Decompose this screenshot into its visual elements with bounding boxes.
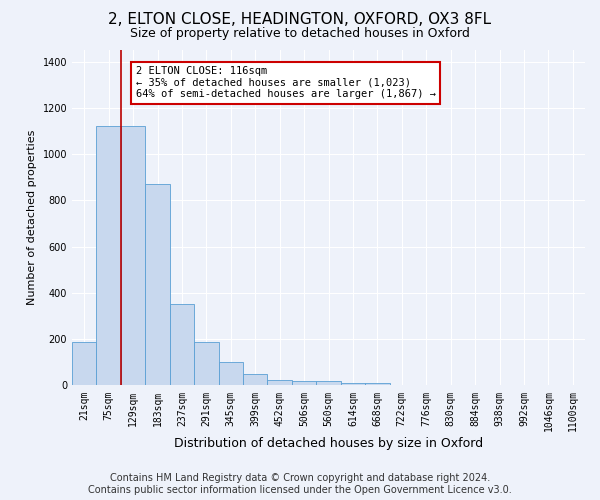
Text: Contains HM Land Registry data © Crown copyright and database right 2024.
Contai: Contains HM Land Registry data © Crown c… <box>88 474 512 495</box>
Bar <box>218 362 243 386</box>
Bar <box>121 126 145 386</box>
Bar <box>341 383 365 386</box>
X-axis label: Distribution of detached houses by size in Oxford: Distribution of detached houses by size … <box>174 437 483 450</box>
Bar <box>365 383 389 386</box>
Bar <box>243 374 268 386</box>
Y-axis label: Number of detached properties: Number of detached properties <box>27 130 37 306</box>
Bar <box>268 380 292 386</box>
Bar <box>316 381 341 386</box>
Bar <box>72 342 97 386</box>
Text: 2 ELTON CLOSE: 116sqm
← 35% of detached houses are smaller (1,023)
64% of semi-d: 2 ELTON CLOSE: 116sqm ← 35% of detached … <box>136 66 436 100</box>
Text: Size of property relative to detached houses in Oxford: Size of property relative to detached ho… <box>130 28 470 40</box>
Bar <box>170 304 194 386</box>
Text: 2, ELTON CLOSE, HEADINGTON, OXFORD, OX3 8FL: 2, ELTON CLOSE, HEADINGTON, OXFORD, OX3 … <box>109 12 491 28</box>
Bar <box>97 126 121 386</box>
Bar <box>292 381 316 386</box>
Bar <box>194 342 218 386</box>
Bar <box>145 184 170 386</box>
